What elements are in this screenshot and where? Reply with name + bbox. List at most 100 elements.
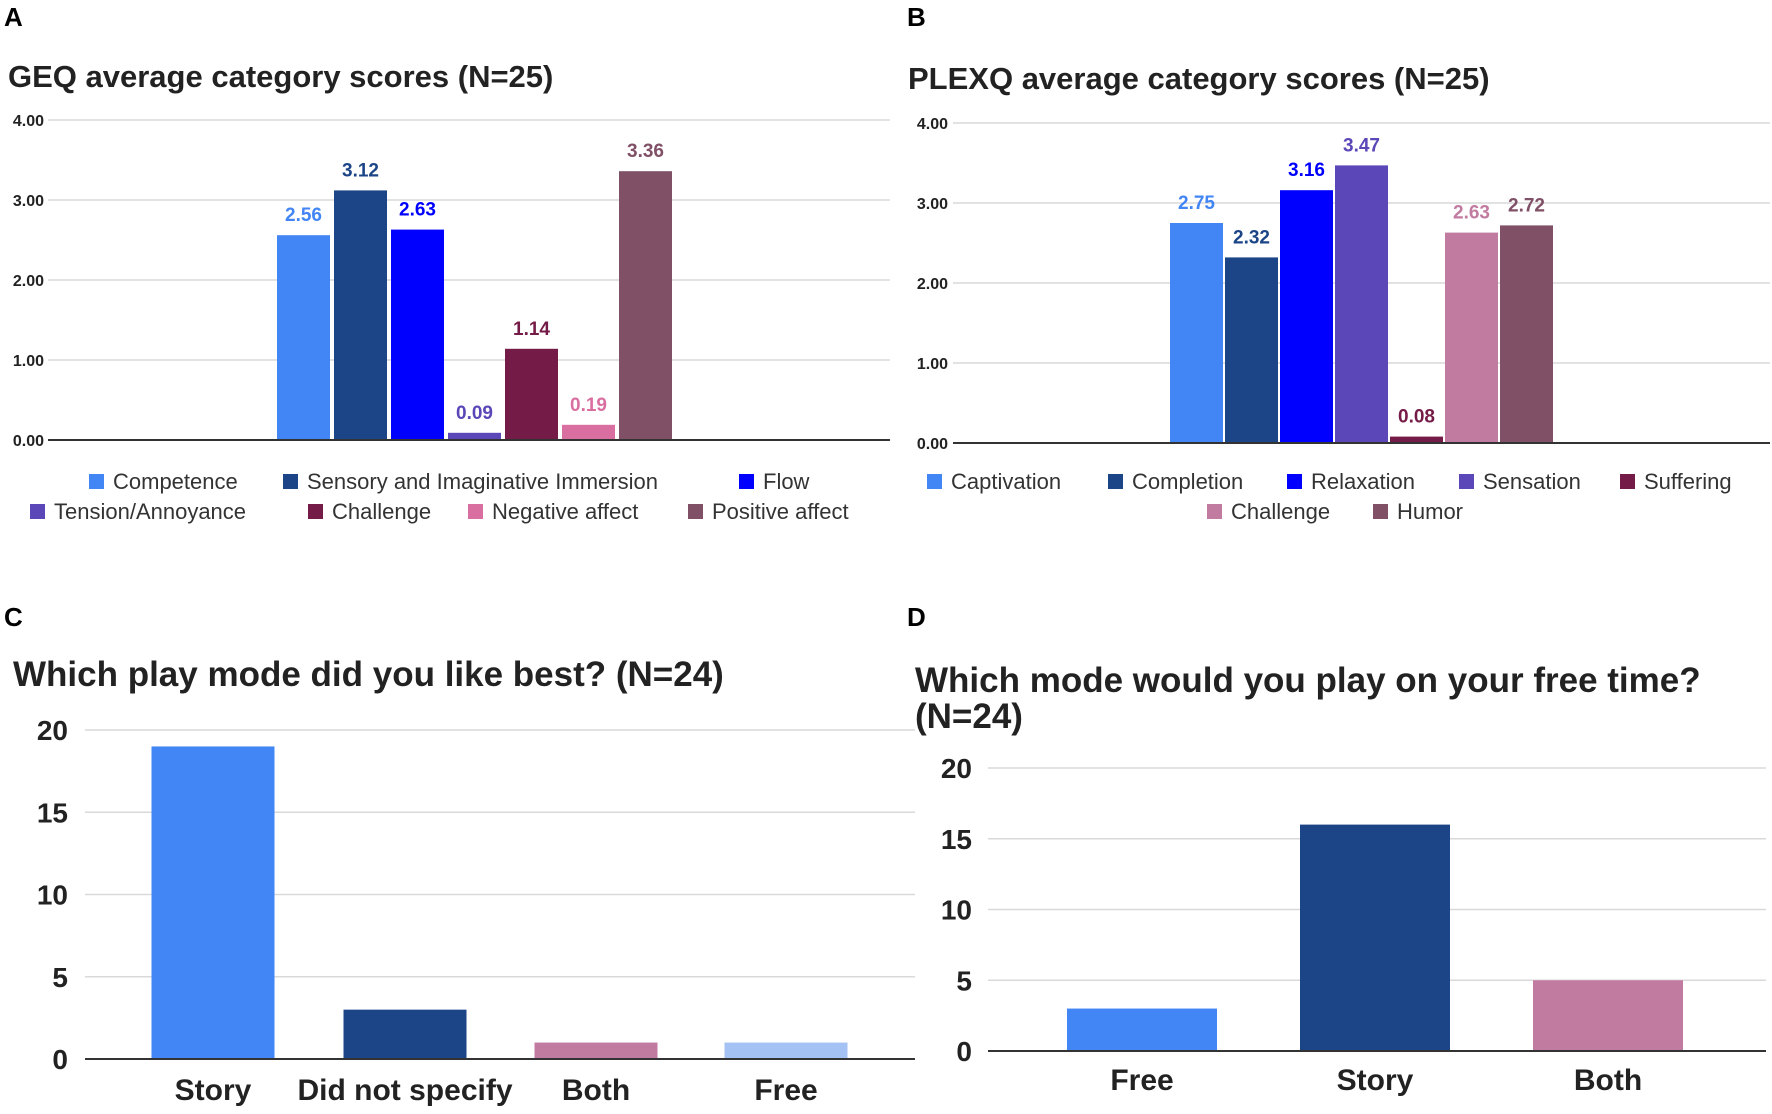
legend-item-relaxation: Relaxation <box>1287 469 1415 494</box>
legend-label: Sensation <box>1483 469 1581 494</box>
bar-sensory-and-imaginative-immersion <box>334 190 387 440</box>
chart-title-a: GEQ average category scores (N=25) <box>8 59 553 94</box>
legend-swatch <box>739 474 754 489</box>
legend-swatch <box>1459 474 1474 489</box>
legend-label: Challenge <box>1231 499 1330 524</box>
x-category-label: Both <box>1574 1064 1642 1097</box>
data-label-sensation: 3.47 <box>1343 135 1380 156</box>
x-category-label: Free <box>754 1074 817 1107</box>
legend-label: Humor <box>1397 499 1463 524</box>
plot-area-d: 0 5 10 15 20 Free Story Both <box>941 753 1766 1097</box>
y-tick-label: 20 <box>37 715 68 746</box>
data-label-positive-affect: 3.36 <box>627 141 664 162</box>
y-tick-label: 10 <box>37 880 68 911</box>
bar-did-not-specify <box>343 1009 467 1059</box>
bar-challenge <box>505 348 558 440</box>
bar-free <box>1067 1008 1217 1051</box>
data-label-tension-annoyance: 0.09 <box>456 403 493 424</box>
y-tick-label: 10 <box>941 895 972 926</box>
legend-swatch <box>89 474 104 489</box>
data-label-challenge: 1.14 <box>513 319 550 340</box>
legend-item-captivation: Captivation <box>927 469 1061 494</box>
x-category-label: Did not specify <box>297 1074 512 1107</box>
legend-item-competence: Competence <box>89 469 238 494</box>
y-tick-label: 20 <box>941 753 972 784</box>
y-tick-label: 15 <box>37 797 68 828</box>
legend-label: Captivation <box>951 469 1061 494</box>
bar-competence <box>277 235 330 440</box>
y-tick-label: 4.00 <box>917 116 948 133</box>
legend-swatch <box>468 504 483 519</box>
legend-item-challenge: Challenge <box>308 499 431 524</box>
legend-label: Competence <box>113 469 238 494</box>
legend-swatch <box>1207 504 1222 519</box>
y-tick-label: 4.00 <box>13 113 44 130</box>
chart-title-d-line2: (N=24) <box>915 697 1023 736</box>
bar-challenge <box>1445 232 1498 443</box>
panel-b: B PLEXQ average category scores (N=25) 0… <box>907 2 1770 524</box>
x-category-label: Story <box>1337 1064 1414 1097</box>
bar-free <box>724 1042 848 1059</box>
x-category-label: Free <box>1110 1064 1173 1097</box>
data-label-humor: 2.72 <box>1508 195 1545 216</box>
legend-swatch <box>30 504 45 519</box>
panel-letter-c: C <box>4 602 23 632</box>
y-tick-label: 5 <box>52 962 68 993</box>
y-tick-label: 0 <box>956 1036 972 1067</box>
panel-letter-a: A <box>4 2 23 32</box>
bar-positive-affect <box>619 171 672 440</box>
legend-label: Suffering <box>1644 469 1732 494</box>
legend-label: Positive affect <box>712 499 849 524</box>
bar-flow <box>391 229 444 440</box>
bar-both <box>1533 980 1683 1051</box>
data-label-competence: 2.56 <box>285 205 322 226</box>
legend-item-positive-affect: Positive affect <box>688 499 849 524</box>
legend-item-challenge: Challenge <box>1207 499 1330 524</box>
y-tick-label: 0 <box>52 1044 68 1075</box>
legend-swatch <box>1108 474 1123 489</box>
legend-item-suffering: Suffering <box>1620 469 1732 494</box>
legend-a: Competence Sensory and Imaginative Immers… <box>30 469 849 524</box>
legend-swatch <box>688 504 703 519</box>
bar-both <box>534 1042 658 1059</box>
legend-item-negative-affect: Negative affect <box>468 499 638 524</box>
legend-swatch <box>308 504 323 519</box>
panel-c: C Which play mode did you like best? (N=… <box>4 602 915 1107</box>
y-tick-label: 2.00 <box>917 276 948 293</box>
x-category-label: Story <box>175 1074 252 1107</box>
legend-swatch <box>1373 504 1388 519</box>
data-label-challenge: 2.63 <box>1453 203 1490 224</box>
y-tick-label: 3.00 <box>13 193 44 210</box>
legend-label: Negative affect <box>492 499 638 524</box>
panel-d: D Which mode would you play on your free… <box>907 602 1766 1097</box>
legend-label: Completion <box>1132 469 1243 494</box>
legend-item-sensory-and-imaginative-immersion: Sensory and Imaginative Immersion <box>283 469 658 494</box>
x-category-label: Both <box>562 1074 630 1107</box>
plot-area-b: 0.00 1.00 2.00 3.00 4.00 2.75 2.32 3.16 3.47 0.08… <box>917 116 1770 453</box>
y-tick-label: 1.00 <box>917 356 948 373</box>
panel-a: A GEQ average category scores (N=25) 0.0… <box>4 2 890 524</box>
bar-sensation <box>1335 165 1388 443</box>
legend-item-sensation: Sensation <box>1459 469 1581 494</box>
panel-letter-b: B <box>907 2 926 32</box>
y-tick-label: 1.00 <box>13 353 44 370</box>
legend-swatch <box>1620 474 1635 489</box>
y-tick-label: 5 <box>956 965 972 996</box>
bar-story <box>151 746 275 1059</box>
bar-relaxation <box>1280 190 1333 443</box>
bar-suffering <box>1390 436 1443 443</box>
bar-negative-affect <box>562 424 615 440</box>
bar-story <box>1300 824 1450 1051</box>
bar-captivation <box>1170 223 1223 443</box>
legend-item-flow: Flow <box>739 469 810 494</box>
legend-item-completion: Completion <box>1108 469 1243 494</box>
y-tick-label: 0.00 <box>13 433 44 450</box>
data-label-captivation: 2.75 <box>1178 193 1215 214</box>
bar-tension-annoyance <box>448 432 501 440</box>
y-tick-label: 0.00 <box>917 436 948 453</box>
legend-swatch <box>1287 474 1302 489</box>
plot-area-c: 0 5 10 15 20 Story Did not specify Both Free <box>37 715 915 1107</box>
chart-title-d-line1: Which mode would you play on your free t… <box>915 661 1701 700</box>
legend-b: Captivation Completion Relaxation Sensation… <box>927 469 1732 524</box>
